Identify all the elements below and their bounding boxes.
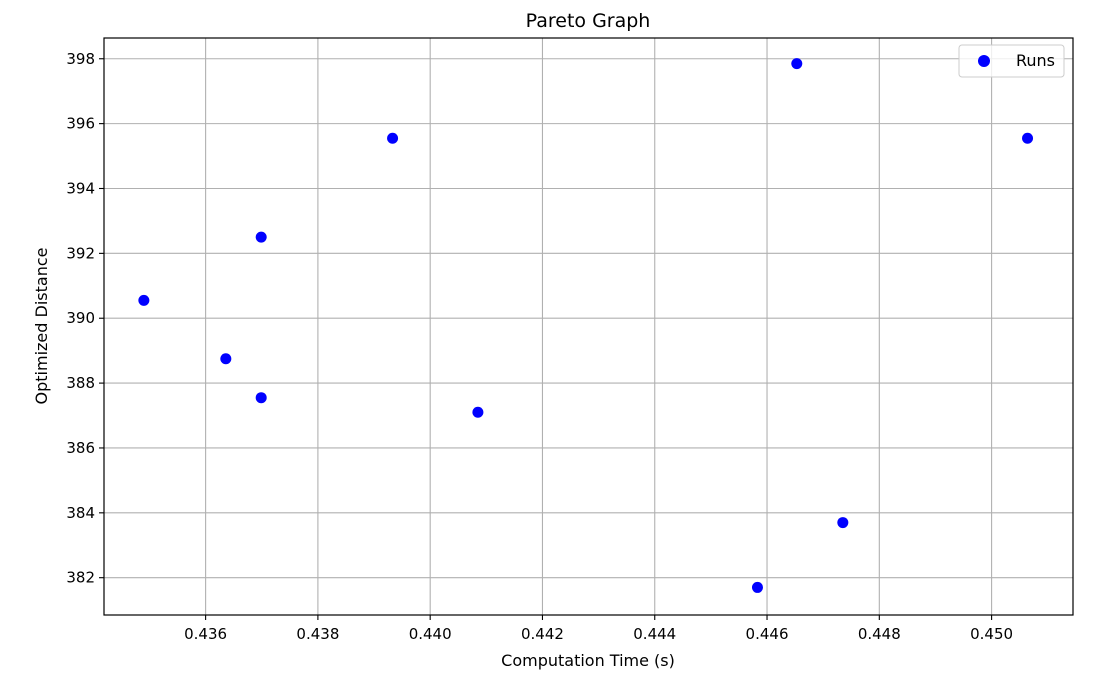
y-axis-ticks: 382 384 386 388 390 392 394 396 398 (66, 50, 104, 587)
y-tick-label: 384 (66, 504, 95, 522)
x-tick-label: 0.440 (409, 625, 452, 643)
y-tick-label: 396 (66, 115, 95, 133)
grid-lines (104, 38, 1073, 615)
data-point (791, 58, 803, 70)
data-point (138, 294, 150, 306)
data-point (255, 392, 267, 404)
y-tick-label: 388 (66, 374, 95, 392)
y-tick-label: 382 (66, 569, 95, 587)
x-tick-label: 0.448 (858, 625, 901, 643)
legend-frame (958, 44, 1065, 78)
x-tick-label: 0.450 (970, 625, 1013, 643)
data-point (1022, 132, 1034, 144)
y-tick-label: 390 (66, 309, 95, 327)
y-tick-label: 394 (66, 179, 95, 197)
x-axis-ticks: 0.436 0.438 0.440 0.442 0.444 0.446 0.448 0.450 (184, 615, 1013, 643)
data-point (472, 406, 484, 418)
data-point (837, 517, 849, 529)
data-point (255, 231, 267, 243)
x-tick-label: 0.444 (633, 625, 676, 643)
x-tick-label: 0.442 (521, 625, 564, 643)
y-axis-label: Optimized Distance (32, 248, 51, 405)
data-point (220, 353, 232, 365)
y-tick-label: 386 (66, 439, 95, 457)
y-tick-label: 398 (66, 50, 95, 68)
data-point (387, 132, 399, 144)
plot-area (104, 38, 1073, 615)
x-tick-label: 0.446 (746, 625, 789, 643)
legend: Runs (958, 44, 1065, 78)
chart-title: Pareto Graph (526, 10, 651, 32)
x-axis-label: Computation Time (s) (501, 651, 675, 670)
data-point (751, 581, 763, 593)
x-tick-label: 0.436 (184, 625, 227, 643)
y-tick-label: 392 (66, 244, 95, 262)
plot-frame (103, 37, 1074, 616)
x-tick-label: 0.438 (296, 625, 339, 643)
legend-marker-runs (978, 55, 990, 67)
data-points (138, 58, 1034, 593)
legend-label-runs: Runs (1016, 51, 1055, 70)
